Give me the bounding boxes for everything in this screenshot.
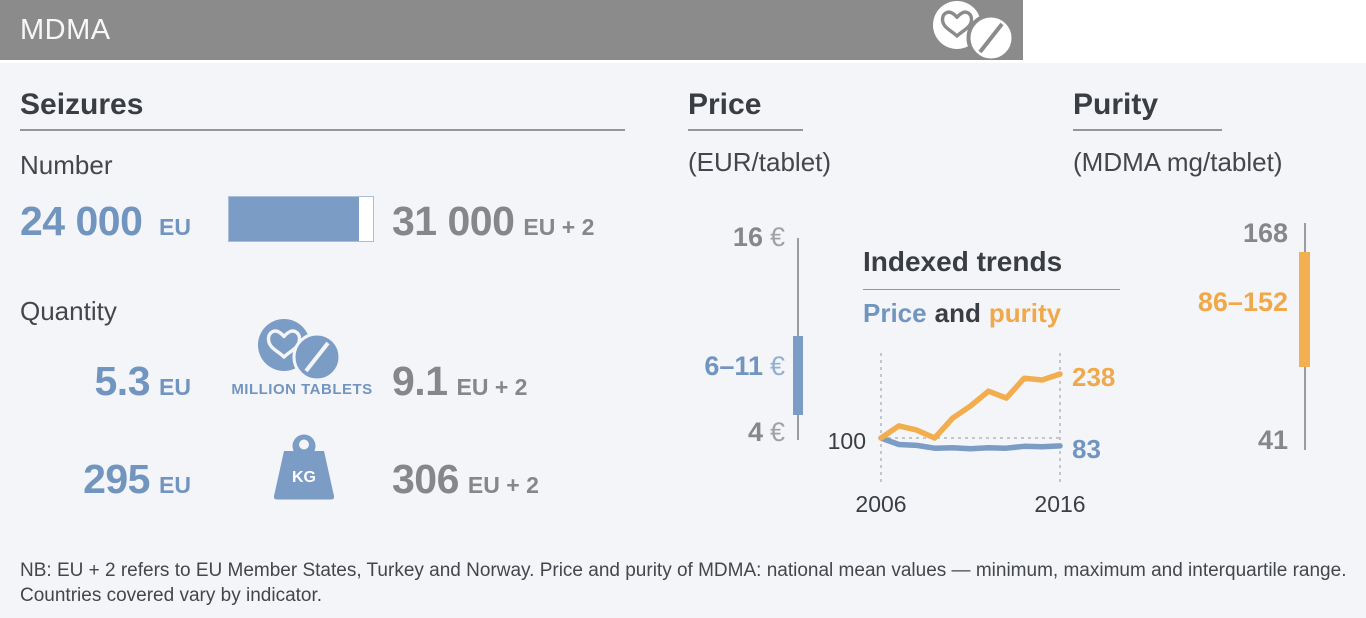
price-min-value: 4 bbox=[747, 417, 763, 447]
price-max-label: 16 € bbox=[640, 222, 785, 253]
trends-subtitle-and: and bbox=[934, 298, 981, 328]
kg-eu-value: 295 bbox=[83, 456, 150, 502]
price-min-unit: € bbox=[769, 417, 785, 447]
purity-iqr-bar bbox=[1299, 252, 1310, 367]
number-label: Number bbox=[20, 150, 113, 180]
page-title: MDMA bbox=[20, 14, 111, 46]
trends-title: Indexed trends bbox=[863, 246, 1063, 277]
purity-iqr-label: 86–152 bbox=[1140, 287, 1288, 318]
kg-eu2-unit: EU + 2 bbox=[467, 472, 539, 498]
trends-rule bbox=[863, 289, 1120, 290]
purity-min-label: 41 bbox=[1140, 425, 1288, 456]
trends-price-end-label: 83 bbox=[1072, 434, 1101, 464]
seizures-rule bbox=[20, 129, 625, 131]
trends-subtitle: Price and purity bbox=[863, 298, 1061, 329]
number-eu-unit: EU bbox=[159, 214, 191, 240]
trends-baseline-label: 100 bbox=[827, 428, 866, 454]
purity-max-value: 168 bbox=[1242, 218, 1288, 248]
trends-year-start: 2006 bbox=[855, 491, 907, 517]
price-subtitle: (EUR/tablet) bbox=[688, 147, 832, 177]
footnote-line-2: Countries covered vary by indicator. bbox=[20, 585, 323, 606]
quantity-label: Quantity bbox=[20, 296, 117, 326]
purity-subtitle: (MDMA mg/tablet) bbox=[1073, 147, 1283, 177]
header-bar: MDMA bbox=[0, 0, 1023, 63]
price-iqr-value: 6–11 bbox=[704, 351, 763, 381]
number-eu2-stat: 31 000 EU + 2 bbox=[392, 198, 594, 245]
price-iqr-label: 6–11 € bbox=[640, 351, 785, 382]
number-eu-value: 24 000 bbox=[20, 198, 143, 244]
price-min-label: 4 € bbox=[640, 417, 785, 448]
number-eu2-unit: EU + 2 bbox=[523, 214, 595, 240]
number-bar-fill bbox=[229, 197, 359, 241]
number-ratio-bar bbox=[228, 196, 374, 242]
header-right-spacer bbox=[1023, 0, 1366, 62]
footnote: NB: EU + 2 refers to EU Member States, T… bbox=[20, 558, 1350, 608]
purity-min-value: 41 bbox=[1257, 425, 1288, 455]
kg-eu2-value: 306 bbox=[392, 456, 459, 502]
trends-purity-end-label: 238 bbox=[1072, 362, 1116, 392]
price-max-value: 16 bbox=[732, 222, 763, 252]
kg-eu2-stat: 306 EU + 2 bbox=[392, 456, 539, 503]
mdma-tablets-icon bbox=[933, 1, 1016, 63]
tablets-eu2-stat: 9.1 EU + 2 bbox=[392, 358, 527, 405]
kg-icon-label: KG bbox=[292, 469, 316, 486]
price-title: Price bbox=[688, 88, 762, 121]
price-rule bbox=[688, 129, 803, 131]
number-eu-stat: 24 000 EU bbox=[20, 198, 191, 245]
purity-max-label: 168 bbox=[1140, 218, 1288, 249]
footnote-line-1: NB: EU + 2 refers to EU Member States, T… bbox=[20, 560, 1347, 581]
tablets-eu2-value: 9.1 bbox=[392, 358, 448, 404]
tablets-eu2-unit: EU + 2 bbox=[456, 374, 528, 400]
trends-subtitle-price: Price bbox=[863, 298, 927, 328]
seizures-title: Seizures bbox=[20, 88, 144, 121]
trends-year-end: 2016 bbox=[1034, 491, 1086, 517]
tablets-eu-unit: EU bbox=[159, 374, 191, 400]
header-divider bbox=[0, 60, 1366, 63]
kg-eu-unit: EU bbox=[159, 472, 191, 498]
purity-title: Purity bbox=[1073, 88, 1159, 121]
kilogram-weight-icon: KG bbox=[273, 434, 335, 500]
price-iqr-bar bbox=[793, 336, 803, 415]
tablets-eu-value: 5.3 bbox=[94, 358, 151, 404]
tablets-eu-stat: 5.3 EU bbox=[20, 358, 191, 405]
million-tablets-icon bbox=[258, 319, 342, 380]
number-eu2-value: 31 000 bbox=[392, 198, 515, 244]
trends-chart bbox=[878, 353, 1063, 485]
purity-rule bbox=[1073, 129, 1222, 131]
kg-eu-stat: 295 EU bbox=[20, 456, 191, 503]
purity-iqr-value: 86–152 bbox=[1197, 287, 1288, 317]
million-tablets-icon-label: MILLION TABLETS bbox=[231, 381, 373, 398]
price-max-unit: € bbox=[769, 222, 785, 252]
trends-subtitle-purity: purity bbox=[988, 298, 1062, 328]
price-iqr-unit: € bbox=[769, 351, 785, 381]
